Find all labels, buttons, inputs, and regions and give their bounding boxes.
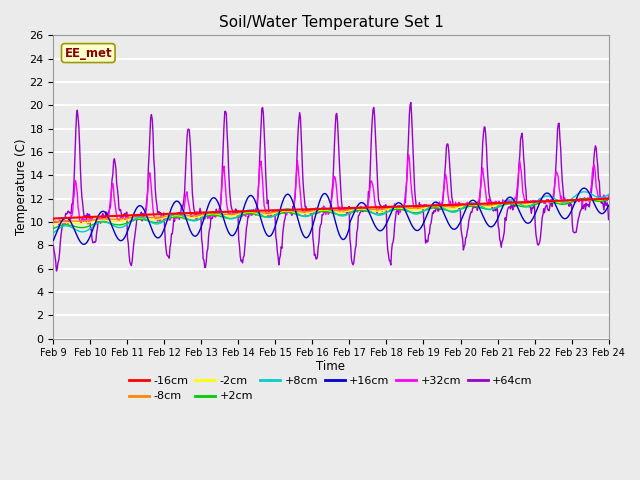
+64cm <box>174 210 182 216</box>
+16cm <box>580 185 588 191</box>
+2cm <box>415 210 422 216</box>
-2cm <box>605 196 612 202</box>
+16cm <box>605 203 612 208</box>
-8cm <box>60 218 67 224</box>
Line: -2cm: -2cm <box>53 199 609 224</box>
+32cm <box>118 214 125 219</box>
-16cm <box>173 211 180 216</box>
-8cm <box>116 216 124 222</box>
+64cm <box>60 216 68 221</box>
+16cm <box>79 241 87 247</box>
Legend: -16cm, -8cm, -2cm, +2cm, +8cm, +16cm, +32cm, +64cm: -16cm, -8cm, -2cm, +2cm, +8cm, +16cm, +3… <box>125 372 537 406</box>
+64cm <box>399 206 407 212</box>
+8cm <box>580 189 588 195</box>
+16cm <box>415 227 423 232</box>
-16cm <box>202 210 210 216</box>
+2cm <box>580 196 588 202</box>
+2cm <box>173 214 180 220</box>
Line: +64cm: +64cm <box>53 103 609 271</box>
+2cm <box>605 196 612 202</box>
+16cm <box>399 204 407 209</box>
-2cm <box>415 206 422 212</box>
+32cm <box>416 202 424 208</box>
-16cm <box>116 213 124 218</box>
-2cm <box>173 214 180 219</box>
+8cm <box>399 204 406 210</box>
+32cm <box>174 213 182 219</box>
+32cm <box>203 212 211 218</box>
-2cm <box>116 218 124 224</box>
+8cm <box>116 225 124 230</box>
+64cm <box>416 205 424 211</box>
-8cm <box>49 219 57 225</box>
+64cm <box>605 216 612 222</box>
-8cm <box>173 213 180 218</box>
+32cm <box>55 222 63 228</box>
-16cm <box>60 215 67 221</box>
+32cm <box>605 193 612 199</box>
-8cm <box>399 205 406 211</box>
+16cm <box>118 238 125 243</box>
+64cm <box>49 242 57 248</box>
Line: -16cm: -16cm <box>53 199 609 218</box>
X-axis label: Time: Time <box>316 360 346 373</box>
+16cm <box>49 238 57 243</box>
+2cm <box>116 222 124 228</box>
+32cm <box>404 152 412 157</box>
-16cm <box>49 216 57 221</box>
Line: +2cm: +2cm <box>53 199 609 228</box>
-2cm <box>202 212 210 218</box>
-2cm <box>399 206 406 212</box>
Y-axis label: Temperature (C): Temperature (C) <box>15 139 28 235</box>
-2cm <box>60 220 67 226</box>
-8cm <box>202 211 210 217</box>
-16cm <box>605 196 612 202</box>
+32cm <box>399 205 407 211</box>
-2cm <box>49 221 57 227</box>
+64cm <box>407 100 415 106</box>
+8cm <box>605 192 612 197</box>
Title: Soil/Water Temperature Set 1: Soil/Water Temperature Set 1 <box>218 15 444 30</box>
+64cm <box>118 211 125 216</box>
+2cm <box>60 222 67 228</box>
+2cm <box>202 214 210 219</box>
+32cm <box>49 216 57 222</box>
+8cm <box>415 211 422 216</box>
+8cm <box>60 223 67 229</box>
+8cm <box>173 211 180 217</box>
+16cm <box>60 216 67 222</box>
Text: EE_met: EE_met <box>65 47 112 60</box>
-16cm <box>399 204 406 209</box>
Line: -8cm: -8cm <box>53 199 609 222</box>
-8cm <box>605 196 612 202</box>
+8cm <box>49 230 57 236</box>
-16cm <box>415 203 422 209</box>
+2cm <box>49 226 57 231</box>
-8cm <box>415 205 422 211</box>
Line: +32cm: +32cm <box>53 155 609 225</box>
Line: +8cm: +8cm <box>53 192 609 233</box>
+16cm <box>203 206 211 212</box>
+64cm <box>203 249 211 254</box>
+16cm <box>174 198 182 204</box>
+8cm <box>202 212 210 217</box>
+64cm <box>52 268 60 274</box>
Line: +16cm: +16cm <box>53 188 609 244</box>
+32cm <box>60 219 68 225</box>
+2cm <box>399 207 406 213</box>
